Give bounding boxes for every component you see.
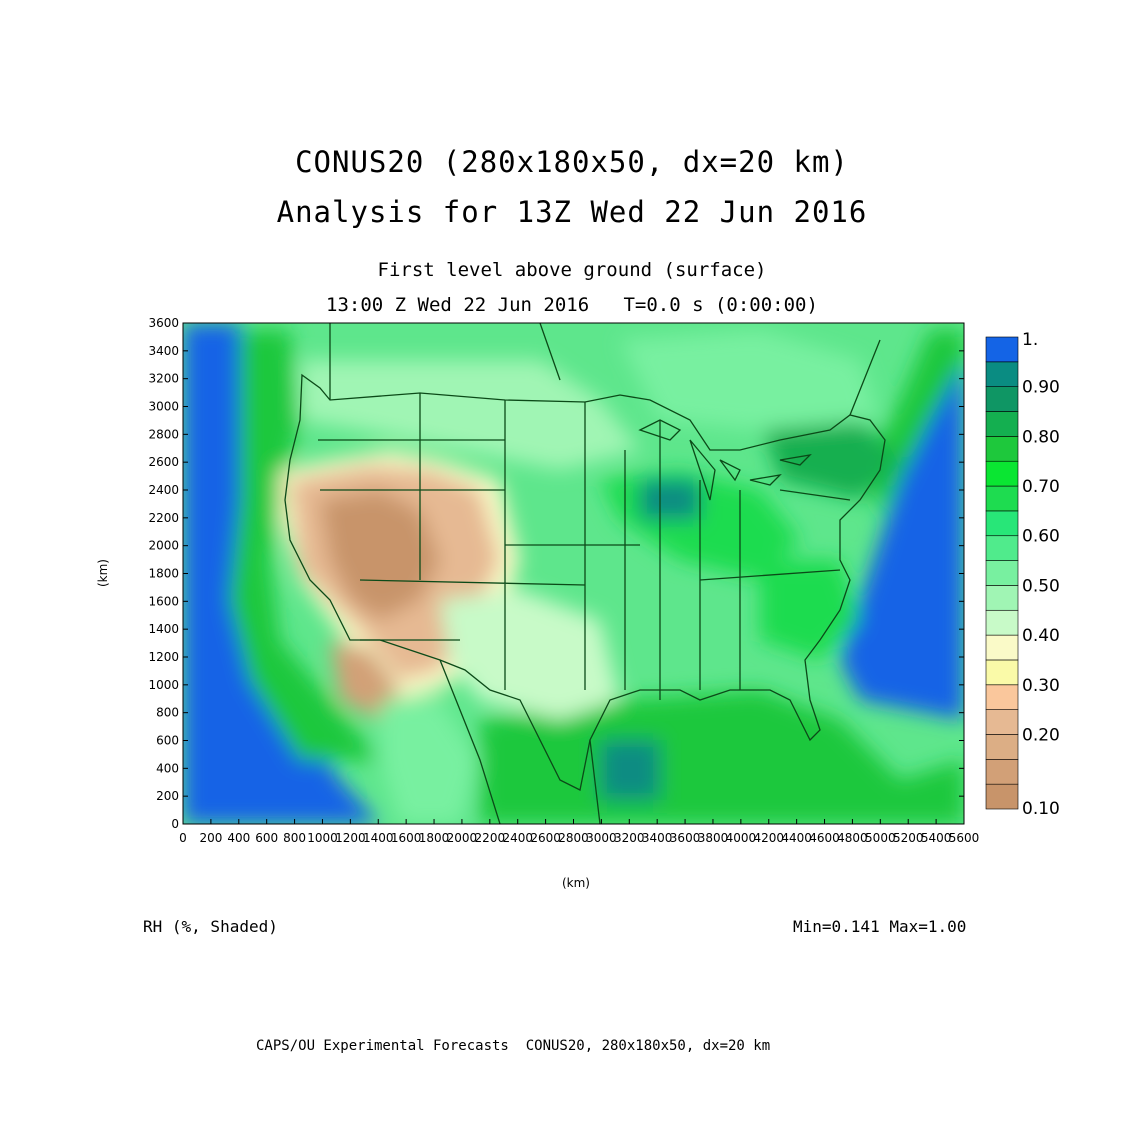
x-tick-label: 5400 [921,831,952,845]
min-max-label: Min=0.141 Max=1.00 [793,917,967,936]
x-tick-label: 1800 [419,831,450,845]
x-tick-label: 2200 [475,831,506,845]
y-tick-label: 1200 [148,650,179,664]
colorbar-label: 0.50 [1022,576,1060,596]
x-tick-label: 800 [283,831,306,845]
colorbar-swatch [985,485,1019,512]
colorbar-swatch [985,336,1019,363]
y-tick-label: 1000 [148,678,179,692]
colorbar-label: 0.90 [1022,378,1060,398]
x-tick-label: 3600 [670,831,701,845]
x-tick-label: 2600 [530,831,561,845]
colorbar-swatch [985,585,1019,611]
x-tick-label: 200 [199,831,222,845]
colorbar-label: 1. [1022,330,1038,350]
colorbar-swatch [985,411,1019,437]
y-tick-label: 2600 [148,455,179,469]
colorbar-swatch [985,535,1019,561]
main-title-line2: Analysis for 13Z Wed 22 Jun 2016 [276,195,868,229]
x-tick-label: 3800 [698,831,729,845]
colorbar-swatch [985,783,1019,810]
colorbar-label: 0.20 [1022,725,1060,745]
colorbar-swatch [985,510,1019,537]
y-axis-label: (km) [96,559,110,587]
y-tick-label: 3200 [148,372,179,386]
main-title-line1: CONUS20 (280x180x50, dx=20 km) [295,145,849,179]
colorbar: 0.10 0.20 0.30 0.40 0.50 0.60 0.70 0.80 0.90 1. [985,330,1060,819]
y-tick-label: 1400 [148,622,179,636]
x-tick-label: 1000 [307,831,338,845]
x-tick-label: 5200 [893,831,924,845]
x-tick-label: 2800 [558,831,589,845]
y-tick-label: 1800 [148,567,179,581]
x-tick-label: 4400 [781,831,812,845]
y-tick-label: 200 [156,789,179,803]
y-tick-label: 1600 [148,594,179,608]
x-tick-label: 3400 [642,831,673,845]
colorbar-swatch [985,609,1019,636]
y-tick-label: 2000 [148,539,179,553]
map-boundaries [284,323,886,824]
x-tick-label: 5600 [949,831,980,845]
y-tick-label: 600 [156,734,179,748]
y-tick-label: 400 [156,761,179,775]
y-tick-label: 3000 [148,400,179,414]
colorbar-swatch [985,759,1019,785]
colorbar-swatch [985,659,1019,686]
x-tick-label: 4200 [753,831,784,845]
x-tick-label: 4800 [837,831,868,845]
colorbar-swatch [985,734,1019,760]
variable-label: RH (%, Shaded) [143,917,278,936]
colorbar-label: 0.30 [1022,676,1060,696]
x-tick-label: 5000 [865,831,896,845]
x-tick-label: 600 [255,831,278,845]
time-subtitle: 13:00 Z Wed 22 Jun 2016 T=0.0 s (0:00:00… [326,294,818,316]
x-tick-label: 1200 [335,831,366,845]
colorbar-swatch [985,634,1019,661]
x-tick-label: 3200 [614,831,645,845]
colorbar-label: 0.10 [1022,799,1060,819]
rh-shaded-field [183,323,964,824]
y-tick-label: 0 [171,817,179,831]
x-tick-label: 1600 [391,831,422,845]
y-tick-label: 3600 [148,316,179,330]
colorbar-label: 0.70 [1022,477,1060,497]
x-axis-label: (km) [562,876,590,890]
x-axis-ticks: 0 200 400 600 800 100012001400160018002000220… [179,819,979,845]
y-tick-label: 800 [156,706,179,720]
x-tick-label: 400 [227,831,250,845]
colorbar-swatch [985,460,1019,487]
colorbar-swatch [985,386,1019,412]
x-tick-label: 1400 [363,831,394,845]
colorbar-label: 0.80 [1022,427,1060,447]
level-subtitle: First level above ground (surface) [377,259,767,281]
y-tick-label: 2800 [148,427,179,441]
colorbar-swatch [985,560,1019,586]
colorbar-swatch [985,709,1019,735]
x-tick-label: 2000 [447,831,478,845]
colorbar-swatch [985,684,1019,710]
colorbar-label: 0.60 [1022,527,1060,547]
x-tick-label: 4600 [809,831,840,845]
y-axis-ticks: 0 200 400 600 800 1000 1200 1400 1600 1800 2000 220… [148,316,964,831]
y-tick-label: 2200 [148,511,179,525]
x-tick-label: 3000 [586,831,617,845]
y-tick-label: 2400 [148,483,179,497]
y-tick-label: 3400 [148,344,179,358]
colorbar-swatch [985,436,1019,462]
x-tick-label: 2400 [502,831,533,845]
colorbar-label: 0.40 [1022,626,1060,646]
footer-credit: CAPS/OU Experimental Forecasts CONUS20, … [256,1038,771,1054]
colorbar-swatch [985,361,1019,387]
x-tick-label: 4000 [726,831,757,845]
x-tick-label: 0 [179,831,187,845]
